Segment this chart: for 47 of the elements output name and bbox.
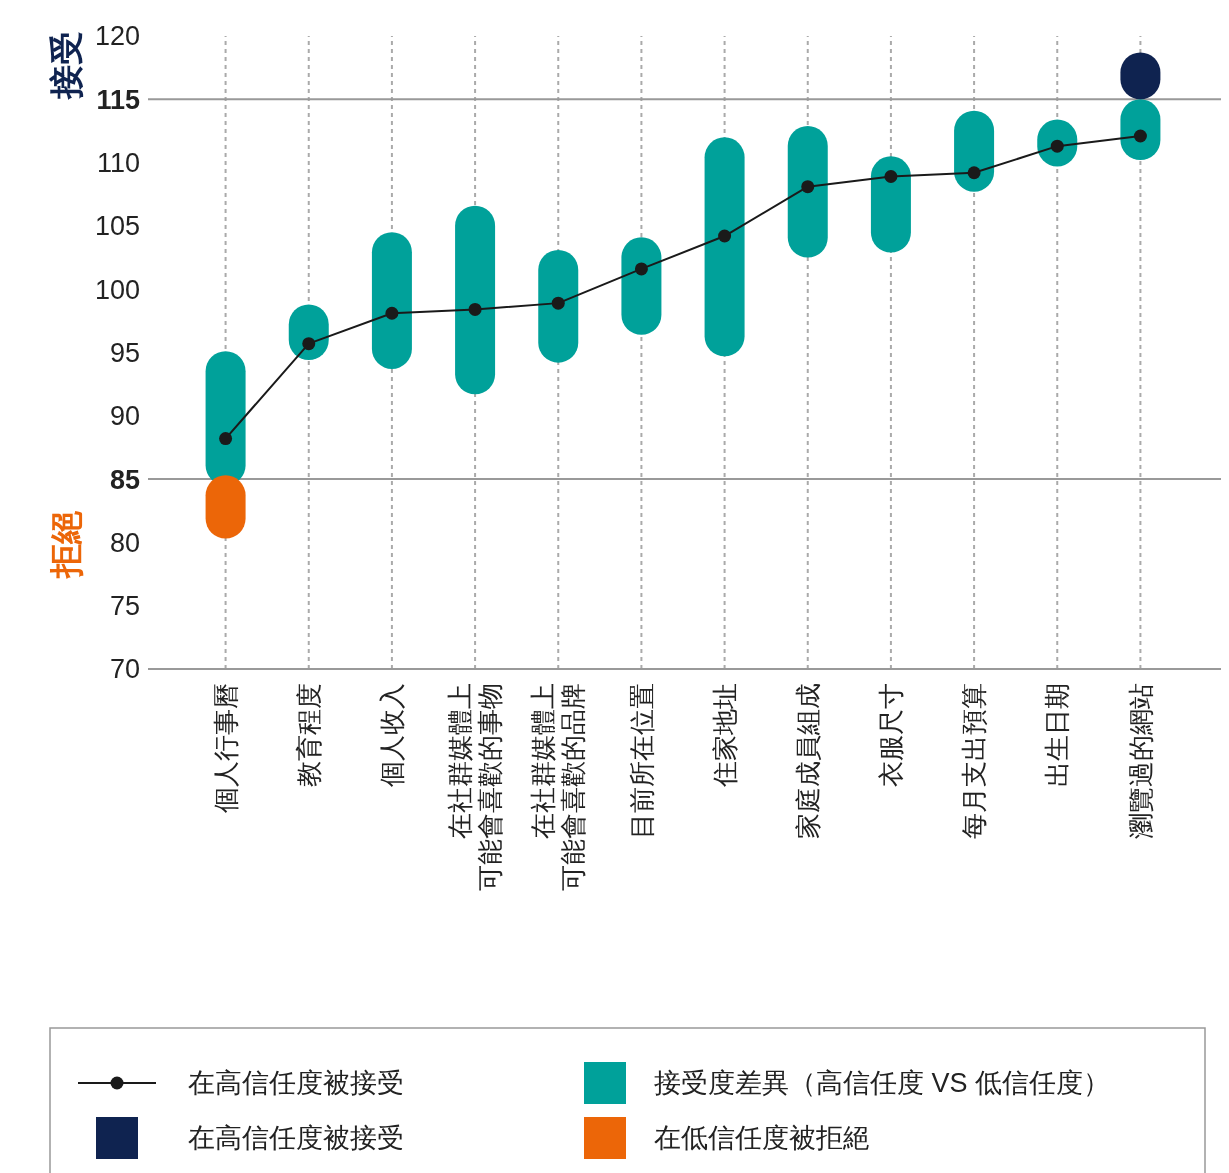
bar [704, 137, 745, 357]
x-tick-label: 目前所在位置 [626, 683, 657, 839]
point [718, 229, 732, 243]
y-tick-label: 115 [96, 84, 140, 115]
y-tick-label: 120 [94, 21, 140, 52]
bar [455, 205, 496, 395]
x-tick-label: 住家地址 [709, 683, 740, 788]
legend-label: 在高信任度被接受 [188, 1123, 404, 1154]
point [634, 262, 648, 276]
bar [787, 125, 828, 258]
x-tick-label: 瀏覽過的網站 [1125, 683, 1156, 839]
y-tick-label: 100 [94, 274, 140, 305]
y-tick-label: 95 [109, 337, 140, 368]
point [801, 180, 815, 194]
point [884, 170, 898, 184]
legend-label: 在高信任度被接受 [188, 1068, 404, 1099]
point [551, 296, 565, 310]
point [967, 166, 981, 180]
x-tick-label: 個人收入 [377, 683, 408, 787]
y-tick-label: 75 [109, 591, 140, 622]
point [302, 337, 316, 351]
x-tick-label: 在社群媒體上可能會喜歡的品牌 [528, 683, 589, 891]
legend-label: 接受度差異（高信任度 VS 低信任度） [654, 1068, 1111, 1099]
legend-label: 在低信任度被拒絕 [654, 1123, 870, 1154]
x-tick-label: 個人行事曆 [210, 683, 241, 813]
ref-line-label: 接受 [47, 31, 85, 101]
y-tick-label: 105 [94, 211, 140, 242]
y-tick-label: 80 [109, 527, 140, 558]
x-tick-label: 出生日期 [1042, 683, 1073, 787]
bar [870, 156, 911, 253]
point [1133, 129, 1147, 143]
y-tick-label: 70 [109, 654, 140, 685]
x-tick-label: 衣服尺寸 [876, 683, 907, 787]
y-tick-label: 85 [109, 464, 140, 495]
x-tick-label: 教育程度 [293, 683, 324, 787]
ref-line-label: 拒絕 [47, 510, 85, 581]
point [385, 306, 399, 320]
y-tick-label: 110 [96, 148, 140, 179]
bar [621, 237, 662, 335]
point [468, 302, 482, 316]
x-tick-label: 在社群媒體上可能會喜歡的事物 [445, 683, 506, 891]
x-tick-label: 每月支出預算 [959, 683, 990, 839]
bar [538, 249, 579, 363]
x-tick-label: 家庭成員組成 [792, 683, 823, 839]
point [219, 432, 233, 446]
y-tick-label: 90 [109, 401, 140, 432]
bar [371, 232, 412, 369]
